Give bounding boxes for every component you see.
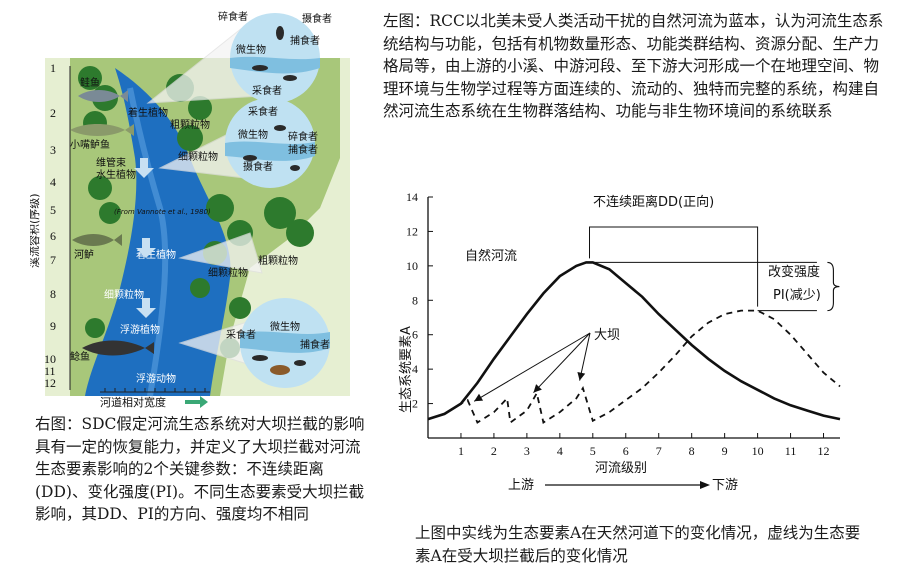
svg-text:河鲈: 河鲈: [74, 248, 94, 261]
svg-text:碎食者: 碎食者: [288, 130, 318, 143]
upstream-label: 上游: [508, 478, 534, 493]
svg-text:采食者: 采食者: [226, 328, 256, 341]
dam-line: [427, 309, 841, 425]
bottom-caption: 上图中实线为生态要素A在天然河道下的变化情况，虚线为生态要素A在受大坝拦截后的变…: [415, 524, 861, 565]
svg-text:维管束: 维管束: [96, 156, 126, 169]
svg-text:捕食者: 捕食者: [300, 338, 330, 351]
pi-label: 改变强度: [768, 264, 820, 280]
community-circle-2: 采食者 碎食者 捕食者 微生物 摄食者: [225, 98, 318, 188]
svg-text:9: 9: [50, 319, 56, 333]
top-paragraph: 左图：RCC以北美未受人类活动干扰的自然河流为蓝本，认为河流生态系统结构与功能，…: [383, 12, 884, 120]
svg-text:捕食者: 捕食者: [290, 34, 320, 47]
x-tick-label: 11: [785, 444, 797, 458]
svg-text:微生物: 微生物: [238, 128, 268, 141]
arrow-head-icon: [700, 481, 710, 489]
svg-text:着生植物: 着生植物: [128, 106, 168, 119]
dam-pointer-arrowhead-icon: [577, 371, 586, 381]
svg-text:1: 1: [50, 61, 56, 75]
x-axis-label: 河流级别: [595, 461, 647, 476]
dam-pointer-line: [579, 332, 591, 381]
community-circle-3: 微生物 采食者 捕食者: [226, 298, 330, 388]
svg-text:捕食者: 捕食者: [288, 143, 318, 156]
x-tick-label: 12: [818, 444, 830, 458]
natural-river-line: [427, 261, 841, 421]
x-tick-label: 5: [590, 444, 596, 458]
downstream-label: 下游: [712, 478, 738, 493]
y-axis-label: 溪流容积(序级): [30, 193, 41, 268]
dam-pointer-line: [473, 332, 591, 402]
svg-text:微生物: 微生物: [236, 43, 266, 56]
x-tick-label: 1: [458, 444, 464, 458]
dam-pointer-arrowhead-icon: [533, 384, 542, 393]
dd-label: 不连续距离DD(正向): [593, 194, 714, 210]
y-tick-label: 14: [406, 190, 418, 204]
river-highlight: [127, 87, 169, 397]
x-tick-label: 10: [752, 444, 764, 458]
svg-text:采食者: 采食者: [248, 105, 278, 118]
svg-text:浮游植物: 浮游植物: [120, 323, 160, 336]
svg-text:鲑鱼: 鲑鱼: [80, 76, 100, 89]
dam-pointer-line: [533, 332, 591, 394]
x-tick-label: 2: [491, 444, 497, 458]
svg-text:6: 6: [50, 229, 56, 243]
fish-icons: [70, 90, 154, 356]
svg-text:4: 4: [50, 175, 56, 189]
svg-text:11: 11: [44, 364, 56, 378]
svg-text:5: 5: [50, 203, 56, 217]
svg-text:鲶鱼: 鲶鱼: [70, 350, 90, 363]
x-axis: 河道相对宽度: [100, 388, 210, 409]
svg-text:碎食者: 碎食者: [218, 10, 248, 23]
x-tick-label: 3: [524, 444, 530, 458]
flow-arrows: [134, 158, 156, 318]
dam-pointer-arrowhead-icon: [474, 393, 484, 402]
pi-label-2: PI(减少): [773, 288, 821, 303]
x-tick-label: 8: [689, 444, 695, 458]
svg-text:细颗粒物: 细颗粒物: [104, 288, 144, 301]
svg-text:粗颗粒物: 粗颗粒物: [170, 118, 210, 131]
x-tick-label: 4: [557, 444, 563, 458]
svg-text:细颗粒物: 细颗粒物: [208, 266, 248, 279]
y-tick-label: 6: [412, 328, 418, 342]
svg-text:12: 12: [44, 376, 56, 390]
svg-text:摄食者: 摄食者: [302, 12, 332, 25]
svg-text:采食者: 采食者: [252, 84, 282, 97]
svg-text:水生植物: 水生植物: [96, 168, 136, 181]
left-caption: 右图：SDC假定河流生态系统对大坝拦截的影响具有一定的恢复能力，并定义了大坝拦截…: [35, 415, 365, 523]
y-tick-label: 8: [412, 293, 418, 307]
svg-text:小嘴鲈鱼: 小嘴鲈鱼: [70, 138, 110, 151]
river-continuum-figure: 1 2 3 4 5 6 7 8 9 10 11 12 溪流容积(序级) 河道相对…: [30, 10, 350, 409]
natural-river-label: 自然河流: [465, 248, 517, 264]
svg-text:摄食者: 摄食者: [243, 160, 273, 173]
svg-text:7: 7: [50, 253, 56, 267]
svg-text:细颗粒物: 细颗粒物: [178, 150, 218, 163]
dd-bracket: [589, 226, 759, 307]
svg-text:微生物: 微生物: [270, 320, 300, 333]
svg-text:3: 3: [50, 143, 56, 157]
order-axis: 1 2 3 4 5 6 7 8 9 10 11 12: [44, 61, 71, 390]
y-tick-label: 4: [412, 362, 418, 376]
x-tick-label: 7: [656, 444, 662, 458]
y-tick-label: 2: [412, 397, 418, 411]
pi-brace: [827, 261, 840, 312]
river-channel: [85, 68, 231, 396]
width-arrow-icon: [185, 396, 208, 408]
svg-text:(From Vannote et al., 1980): (From Vannote et al., 1980): [114, 208, 211, 216]
y-tick-label: 12: [406, 224, 418, 238]
y-axis-label: 生态系统要素A: [399, 326, 414, 413]
x-axis-label: 河道相对宽度: [100, 395, 166, 409]
svg-text:8: 8: [50, 287, 56, 301]
dam-label: 大坝: [594, 328, 620, 343]
svg-text:2: 2: [50, 106, 56, 120]
x-tick-label: 6: [623, 444, 629, 458]
y-tick-label: 10: [406, 259, 418, 273]
svg-text:粗颗粒物: 粗颗粒物: [258, 254, 298, 267]
figure-labels: 鲑鱼 着生植物 小嘴鲈鱼 粗颗粒物 细颗粒物 维管束 水生植物 (From Va…: [70, 76, 298, 385]
chart-axes: [427, 197, 840, 439]
svg-text:10: 10: [44, 352, 56, 366]
x-tick-label: 9: [722, 444, 728, 458]
svg-text:浮游动物: 浮游动物: [136, 372, 176, 385]
community-circle-1: 碎食者 摄食者 捕食者 微生物 采食者: [218, 10, 332, 103]
